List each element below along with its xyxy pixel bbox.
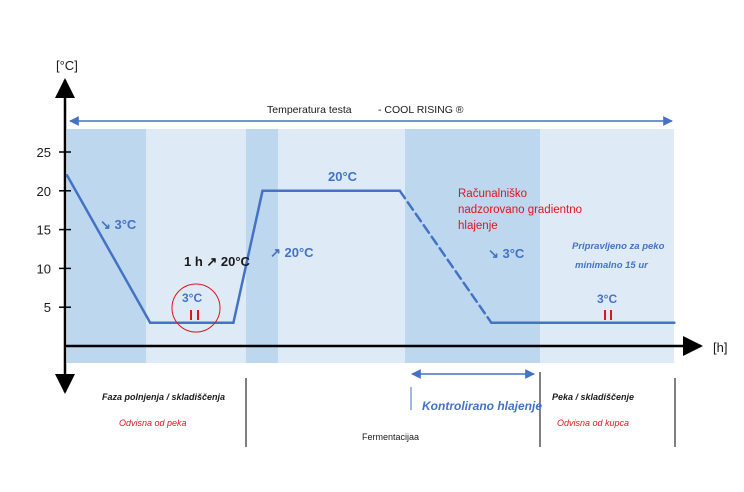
curve-segment xyxy=(398,189,493,324)
x-axis-unit: [h] xyxy=(713,340,727,355)
phase-bake-store-note: Odvisna od kupca xyxy=(557,418,629,428)
y-tick-label: 25 xyxy=(37,145,51,160)
phase-fill-store-note: Odvisna od peka xyxy=(119,418,187,428)
curve-segment xyxy=(232,189,264,324)
annotation-hold-temp: 3°C xyxy=(182,291,202,305)
band-plateau xyxy=(278,129,405,363)
computer-controlled-line-2: nadzorovano gradientno xyxy=(458,204,582,216)
band-controlled-cooling xyxy=(405,129,540,363)
chart-title: Temperatura testa xyxy=(267,104,352,116)
y-tick-label: 10 xyxy=(37,261,51,276)
curve-segment xyxy=(65,174,152,324)
band-storage xyxy=(146,129,246,363)
annotation-cool-second: ↘ 3°C xyxy=(488,246,525,261)
y-tick-label: 20 xyxy=(37,184,51,199)
y-axis-unit: [°C] xyxy=(56,58,78,73)
temperature-curve xyxy=(65,174,676,324)
computer-controlled-line-3: hlajenje xyxy=(458,220,498,232)
computer-controlled-line-1: Računalniško xyxy=(458,188,527,200)
annotation-warm-step: 1 h ↗ 20°C xyxy=(184,254,251,269)
phase-controlled-cooling: Kontrolirano hlajenje xyxy=(422,399,542,413)
phase-fermentation: Fermentacijaa xyxy=(362,432,419,442)
y-ticks: 5 10 15 20 25 xyxy=(37,145,71,315)
ready-line-1: Pripravljeno za peko xyxy=(572,241,665,252)
annotation-cool-first: ↘ 3°C xyxy=(100,217,137,232)
annotation-ready: Pripravljeno za peko minimalno 15 ur xyxy=(572,241,667,271)
phase-fill-store: Faza polnjenja / skladiščenja xyxy=(102,392,225,402)
annotation-rise: ↗ 20°C xyxy=(270,245,314,260)
phase-section: Faza polnjenja / skladiščenja Odvisna od… xyxy=(102,369,676,447)
phase-bake-store: Peka / skladiščenje xyxy=(552,392,634,402)
hold-marker-circle xyxy=(171,283,221,333)
annotation-end-temp: 3°C xyxy=(597,292,617,306)
band-ready xyxy=(540,129,674,363)
annotation-plateau: 20°C xyxy=(328,169,358,184)
ready-line-2: minimalno 15 ur xyxy=(575,260,649,271)
y-tick-label: 15 xyxy=(37,223,51,238)
phase-bands xyxy=(67,129,674,363)
y-tick-label: 5 xyxy=(44,300,51,315)
chart-title-suffix: - COOL RISING ® xyxy=(378,104,464,116)
annotation-computer-controlled: Računalniško nadzorovano gradientno hlaj… xyxy=(458,188,585,232)
